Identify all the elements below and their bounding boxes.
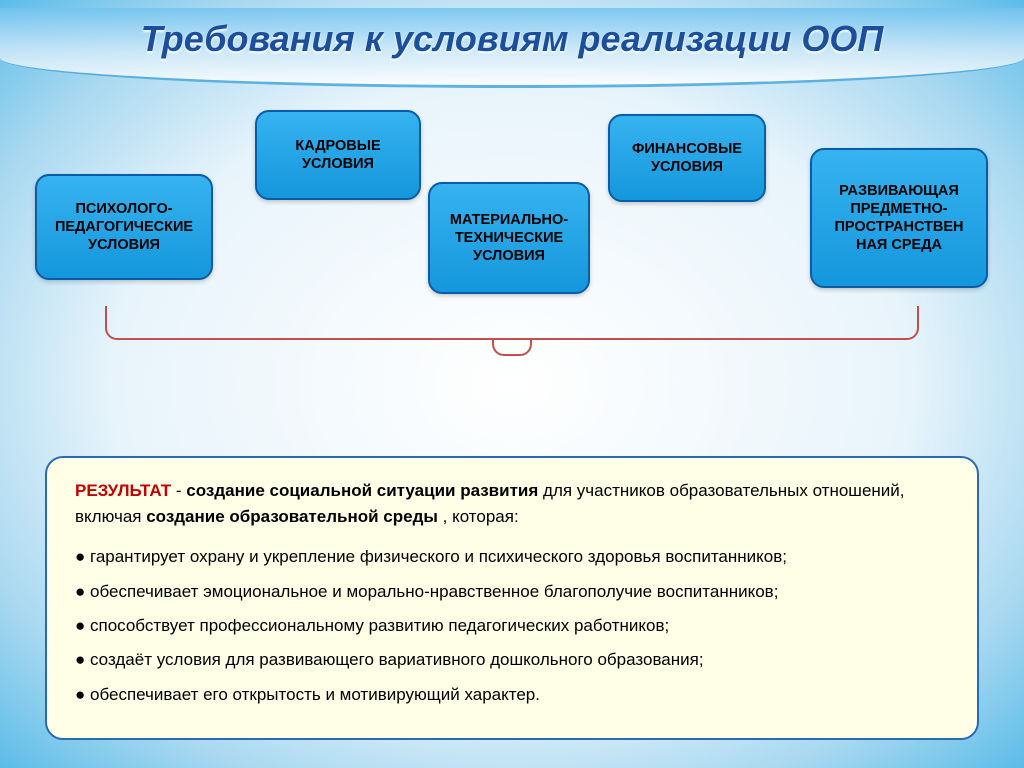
result-bold1: создание социальной ситуации развития	[186, 481, 538, 500]
result-tail: , которая:	[443, 507, 519, 526]
condition-box-b4: ФИНАНСОВЫЕУСЛОВИЯ	[608, 114, 766, 202]
bracket-center-tab	[492, 340, 532, 356]
result-keyword: РЕЗУЛЬТАТ	[75, 481, 171, 500]
condition-boxes-row: ПСИХОЛОГО-ПЕДАГОГИЧЕСКИЕУСЛОВИЯ КАДРОВЫЕУ…	[0, 110, 1024, 310]
condition-box-label: ФИНАНСОВЫЕУСЛОВИЯ	[632, 140, 742, 176]
bracket-connector	[105, 306, 919, 340]
condition-box-b3: МАТЕРИАЛЬНО-ТЕХНИЧЕСКИЕУСЛОВИЯ	[428, 182, 590, 294]
result-bullet: ● гарантирует охрану и укрепление физиче…	[75, 544, 949, 570]
result-panel: РЕЗУЛЬТАТ - создание социальной ситуации…	[45, 456, 979, 740]
condition-box-label: ПСИХОЛОГО-ПЕДАГОГИЧЕСКИЕУСЛОВИЯ	[55, 200, 193, 254]
condition-box-label: РАЗВИВАЮЩАЯПРЕДМЕТНО-ПРОСТРАНСТВЕННАЯ СР…	[834, 182, 963, 255]
condition-box-label: КАДРОВЫЕУСЛОВИЯ	[295, 137, 380, 173]
result-bullet: ● создаёт условия для развивающего вариа…	[75, 647, 949, 673]
title-banner: Требования к условиям реализации ООП	[0, 0, 1024, 100]
result-bold2: создание образовательной среды	[146, 507, 438, 526]
result-bullet: ● обеспечивает его открытость и мотивиру…	[75, 682, 949, 708]
condition-box-b5: РАЗВИВАЮЩАЯПРЕДМЕТНО-ПРОСТРАНСТВЕННАЯ СР…	[810, 148, 988, 288]
page-title: Требования к условиям реализации ООП	[0, 18, 1024, 60]
condition-box-b1: ПСИХОЛОГО-ПЕДАГОГИЧЕСКИЕУСЛОВИЯ	[35, 174, 213, 280]
result-bullets: ● гарантирует охрану и укрепление физиче…	[75, 544, 949, 708]
condition-box-b2: КАДРОВЫЕУСЛОВИЯ	[255, 110, 421, 200]
condition-box-label: МАТЕРИАЛЬНО-ТЕХНИЧЕСКИЕУСЛОВИЯ	[450, 211, 568, 265]
result-bullet: ● способствует профессиональному развити…	[75, 613, 949, 639]
result-lead: РЕЗУЛЬТАТ - создание социальной ситуации…	[75, 478, 949, 531]
result-bullet: ● обеспечивает эмоциональное и морально-…	[75, 579, 949, 605]
